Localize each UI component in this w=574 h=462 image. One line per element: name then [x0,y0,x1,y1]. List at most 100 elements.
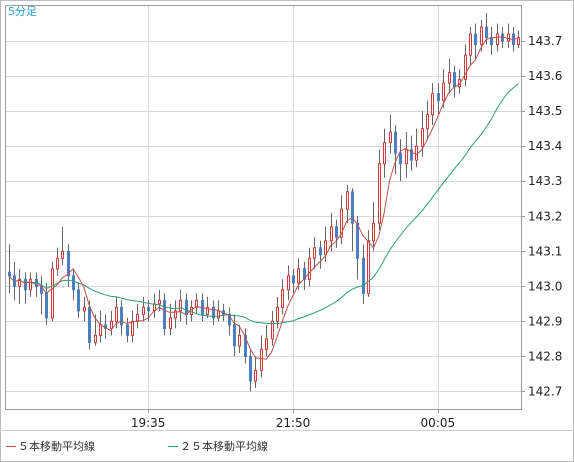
candle-body-up [131,320,134,336]
y-tick-label: 142.7 [528,384,562,398]
candle-body-up [174,310,177,319]
candle-body-up [421,128,424,147]
candle-body-up [469,33,472,56]
y-tick-label: 143.0 [528,279,562,293]
candle-body-up [281,289,284,308]
x-tick-label: 00:05 [421,416,456,430]
candle-body-up [265,338,268,350]
candle-body-up [378,163,381,224]
candle-body-up [51,268,54,319]
candle-body-up [169,317,172,329]
candle-body-up [195,299,198,308]
candle-body-down [147,306,150,312]
candle-body-down [233,324,236,347]
x-axis-ticks: 19:35 21:50 00:05 [131,409,455,430]
y-tick-label: 142.9 [528,314,562,328]
candle-body-down [474,33,477,46]
candle-body-down [292,275,295,284]
candle-body-down [8,271,11,277]
candle-body-up [308,257,311,280]
candle-body-up [346,191,349,210]
candle-body-up [372,222,375,242]
candle-body-up [480,26,483,46]
candle-body-up [260,348,263,371]
x-tick-label: 21:50 [276,416,311,430]
candle-body-up [287,275,290,291]
y-tick-label: 143.3 [528,174,562,188]
candle-body-up [83,306,86,312]
candle-body-down [356,222,359,259]
y-axis-ticks: 143.7 143.6 143.5 143.4 143.3 143.2 143.1 143.0… [521,34,562,398]
candle-body-down [72,275,75,291]
candle-body-up [238,334,241,347]
y-tick-label: 143.1 [528,244,562,258]
plot-frame [5,5,522,410]
candle-body-up [271,320,274,340]
candle-body-down [399,152,402,165]
candle-body-up [110,320,113,329]
candle-body-up [324,240,327,256]
candle-body-down [410,149,413,161]
timeframe-label: 5分足 [8,5,37,18]
y-tick-label: 142.8 [528,349,562,363]
candle-body-up [426,114,429,130]
candle-body-down [303,268,306,280]
gridlines [6,6,521,409]
candle-body-up [206,306,209,315]
candle-body-up [61,250,64,259]
ma25-line [8,83,519,325]
y-tick-label: 143.5 [528,104,562,118]
candle-body-down [67,250,70,277]
candle-body-down [490,37,493,46]
candle-body-up [415,145,418,161]
candle-body-up [340,208,343,238]
candle-body-up [297,268,300,284]
candle-body-down [120,306,123,326]
candle-body-up [276,306,279,322]
candle-body-up [330,226,333,242]
candle-body-up [383,142,386,165]
legend-label-ma5: ５本移動平均線 [18,439,95,453]
x-tick-label: 19:35 [131,416,166,430]
y-tick-label: 143.7 [528,34,562,48]
candle-body-down [212,306,215,319]
candle-body-down [394,131,397,154]
candle-body-down [24,278,27,291]
candle-body-down [163,299,166,329]
candle-body-down [185,299,188,315]
candle-body-up [115,306,118,322]
candles [8,13,520,392]
candle-body-up [405,149,408,165]
candle-body-down [249,355,252,382]
legend: ５本移動平均線 ２５本移動平均線 [6,439,268,453]
candle-body-down [244,334,247,357]
candle-body-up [158,299,161,305]
candle-body-up [94,334,97,343]
candle-body-up [56,257,59,270]
candle-body-up [99,324,102,336]
candle-body-up [431,93,434,116]
candle-body-down [228,313,231,326]
candle-body-up [517,37,520,46]
candle-body-up [142,306,145,315]
candle-body-down [45,292,48,319]
candle-body-up [217,310,220,319]
legend-label-ma25: ２５本移動平均線 [180,439,268,453]
y-tick-label: 143.2 [528,209,562,223]
y-tick-label: 143.4 [528,139,562,153]
candle-body-up [496,33,499,46]
ma5-line [8,36,519,360]
candle-body-up [254,369,257,382]
candle-body-down [319,247,322,256]
candle-body-down [88,306,91,343]
candle-body-up [389,131,392,144]
candle-body-up [442,82,445,102]
candle-body-up [464,54,467,81]
candle-body-down [453,72,456,88]
candle-body-up [313,247,316,259]
candle-body-down [335,226,338,238]
candle-body-up [179,299,182,312]
candle-body-down [362,257,365,294]
